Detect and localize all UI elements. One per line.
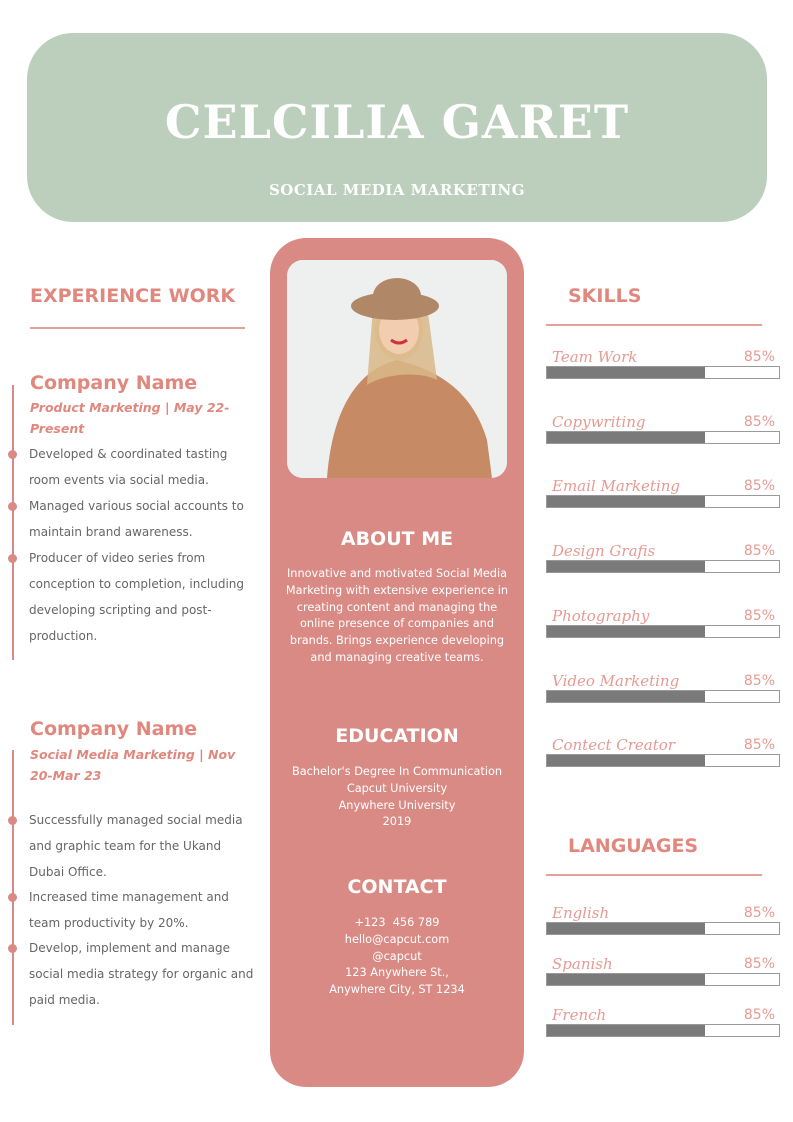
job-bullet: Developed & coordinated tasting room eve… [29,447,228,487]
bullet-dot-icon [8,816,17,825]
languages-progress-fill [547,923,705,934]
languages-progress-bar [546,973,780,986]
skills-progress-fill [547,755,705,767]
skills-progress-bar [546,624,780,638]
bullet-dot-icon [8,450,17,459]
languages-progress-fill [547,1025,705,1036]
company-name: Company Name [30,372,198,394]
languages-progress-bar [546,922,780,935]
languages-label: French [552,1006,607,1024]
skills-progress-fill [547,367,705,378]
skills-label: Contect Creator [552,736,675,755]
candidate-name: CELCILIA GARET [164,95,630,149]
skills-percent: 85% [743,543,775,560]
education-details: Bachelor's Degree In Communication Capcu… [278,764,516,831]
skills-percent: 85% [743,672,775,689]
skills-progress-fill [547,431,705,443]
languages-percent: 85% [743,956,775,972]
skills-progress-bar [546,754,780,768]
languages-heading: LANGUAGES [568,835,699,857]
skills-divider [546,324,762,326]
timeline-line [12,385,14,660]
profile-photo [287,260,507,478]
contact-details: +123 456 789 hello@capcut.com @capcut 12… [278,915,516,999]
job-bullet: Successfully managed social media and gr… [29,813,243,879]
job-bullet: Managed various social accounts to maint… [29,499,244,539]
job-bullet: Producer of video series from conception… [29,551,245,643]
address-line-1: 123 Anywhere St., [345,966,449,980]
skills-label: Email Marketing [552,477,681,496]
graduation-year: 2019 [382,815,412,829]
phone: +123 456 789 [354,916,440,929]
school-location: Anywhere University [338,798,456,812]
skills-label: Video Marketing [552,671,680,690]
degree: Bachelor's Degree In Communication [291,765,503,778]
skills-progress-bar [546,495,780,509]
school: Capcut University [346,781,448,795]
job-subtitle: Product Marketing | May 22-Present [30,400,230,436]
job-subtitle: Social Media Marketing | Nov 20-Mar 23 [30,747,236,783]
email: hello@capcut.com [344,932,450,946]
skills-label: Design Grafis [552,542,656,561]
education-heading: EDUCATION [335,725,459,747]
about-heading: ABOUT ME [340,528,454,550]
skills-percent: 85% [743,349,775,365]
skills-progress-fill [547,561,705,573]
bullet-dot-icon [8,502,17,511]
center-panel: ABOUT ME Innovative and motivated Social… [270,238,524,1087]
languages-progress-fill [547,974,705,985]
job-bullet: Develop, implement and manage social med… [29,941,254,1007]
languages-percent: 85% [743,905,775,921]
bullet-dot-icon [8,554,17,563]
experience-divider [30,327,245,329]
job-bullet: Increased time management and team produ… [29,890,229,930]
candidate-role: SOCIAL MEDIA MARKETING [268,181,526,199]
skills-progress-fill [547,496,705,508]
skills-percent: 85% [743,413,775,430]
skills-percent: 85% [743,478,775,495]
skills-label: Team Work [552,348,638,366]
skills-progress-fill [547,690,705,702]
languages-label: English [552,904,610,922]
header-banner: CELCILIA GARET SOCIAL MEDIA MARKETING [27,33,767,222]
languages-percent: 85% [743,1007,775,1023]
skills-percent: 85% [743,607,775,624]
contact-heading: CONTACT [347,876,447,898]
skills-heading: SKILLS [568,285,642,307]
about-text: Innovative and motivated Social Media Ma… [285,567,509,664]
address-line-2: Anywhere City, ST 1234 [329,983,465,997]
skills-progress-bar [546,689,780,703]
skills-progress-fill [547,625,705,637]
languages-label: Spanish [552,955,613,973]
timeline-line [12,750,14,1025]
skills-percent: 85% [743,737,775,754]
company-name: Company Name [30,718,198,740]
languages-divider [546,874,762,876]
bullet-dot-icon [8,893,17,902]
skills-progress-bar [546,430,780,444]
bullet-dot-icon [8,944,17,953]
skills-label: Copywriting [552,412,646,431]
languages-progress-bar [546,1024,780,1037]
social-handle: @capcut [372,949,422,963]
experience-heading: EXPERIENCE WORK [30,285,236,307]
skills-progress-bar [546,560,780,574]
skills-label: Photography [552,606,650,625]
skills-progress-bar [546,366,780,379]
